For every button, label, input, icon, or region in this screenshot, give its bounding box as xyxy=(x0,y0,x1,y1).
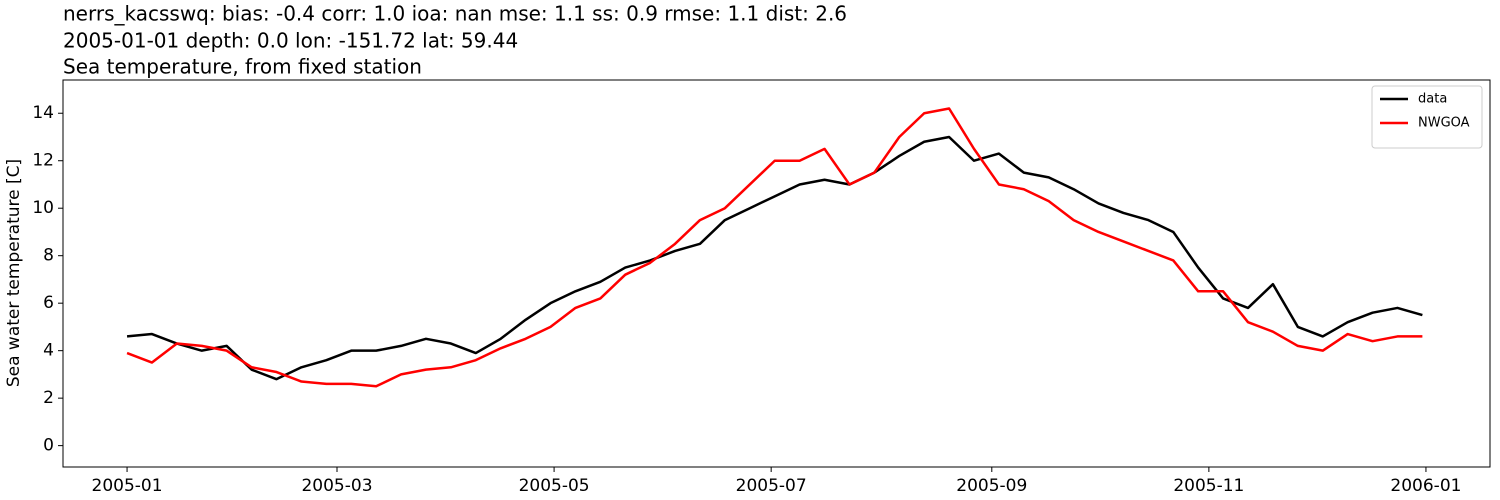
chart-title: nerrs_kacsswq: bias: -0.4 corr: 1.0 ioa:… xyxy=(63,2,847,26)
x-tick-label: 2005-09 xyxy=(956,476,1027,496)
data-line xyxy=(126,135,1423,381)
x-tick-label: 2005-01 xyxy=(92,476,163,496)
chart-subtitle: Sea temperature, from fixed station xyxy=(63,55,422,79)
plot-frame xyxy=(62,79,1491,468)
y-tick-label: 12 xyxy=(32,151,54,171)
x-tick-label: 2005-05 xyxy=(519,476,590,496)
x-tick-label: 2006-01 xyxy=(1390,476,1461,496)
legend-label: data xyxy=(1418,92,1447,107)
x-tick-label: 2005-03 xyxy=(301,476,372,496)
y-tick-label: 10 xyxy=(32,198,54,218)
legend-box xyxy=(1371,85,1483,149)
y-tick-label: 2 xyxy=(43,388,54,408)
legend-label: NWGOA xyxy=(1418,116,1470,131)
chart-subtitle: 2005-01-01 depth: 0.0 lon: -151.72 lat: … xyxy=(63,29,518,53)
data-line xyxy=(126,107,1423,388)
x-tick-label: 2005-07 xyxy=(736,476,807,496)
y-tick-label: 0 xyxy=(43,436,54,456)
y-tick-label: 6 xyxy=(43,293,54,313)
x-tick-label: 2005-11 xyxy=(1173,476,1244,496)
y-axis-label: Sea water temperature [C] xyxy=(4,159,24,387)
y-tick-label: 8 xyxy=(43,246,54,266)
y-tick-label: 4 xyxy=(43,341,54,361)
y-tick-label: 14 xyxy=(32,103,54,123)
